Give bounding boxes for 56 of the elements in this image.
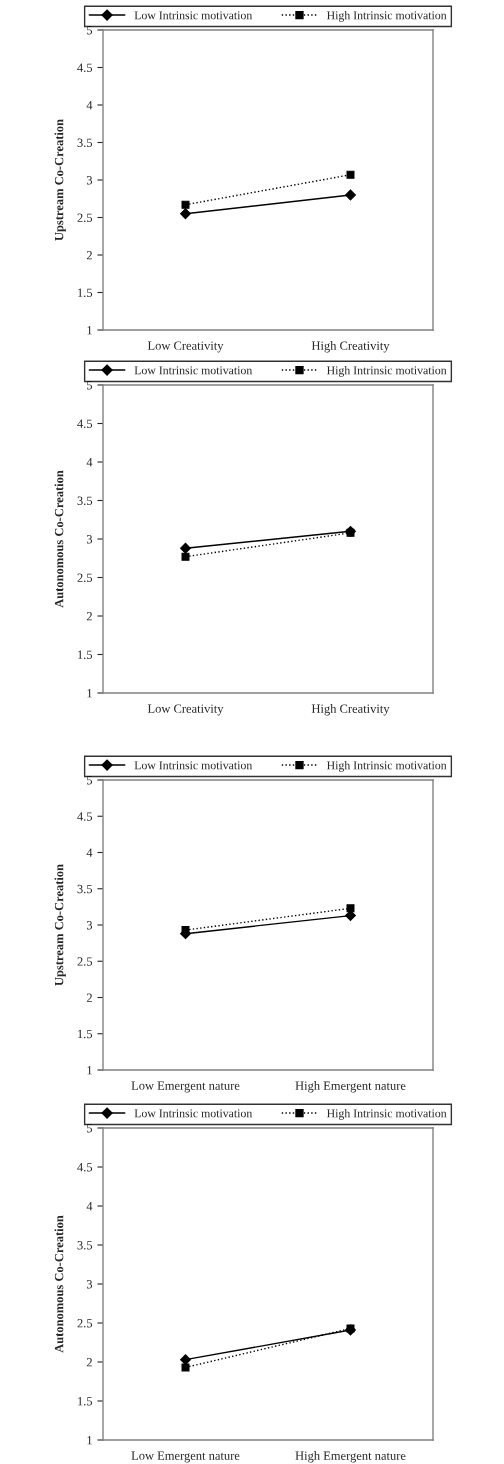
y-tick-label: 1 bbox=[87, 689, 92, 698]
y-tick-label: 3 bbox=[86, 921, 93, 930]
y-tick-label: 2.5 bbox=[77, 1319, 93, 1328]
y-tick-label: 5 bbox=[87, 776, 93, 785]
y-tick-label: 5 bbox=[87, 381, 93, 390]
x-tick-label: Low Emergent nature bbox=[131, 1451, 240, 1463]
y-tick-label: 2 bbox=[86, 1358, 92, 1367]
y-tick-label: 2 bbox=[86, 993, 92, 1002]
y-tick-label: 3 bbox=[86, 1280, 93, 1289]
y-tick-label: 3 bbox=[86, 176, 93, 185]
y-tick-label: 4 bbox=[86, 101, 93, 110]
y-tick-label: 3 bbox=[86, 535, 93, 544]
y-tick-label: 1 bbox=[87, 1066, 92, 1075]
y-tick-label: 4.5 bbox=[77, 812, 93, 821]
y-tick-label: 1.5 bbox=[78, 288, 93, 298]
y-tick-label: 3.5 bbox=[77, 496, 93, 506]
y-tick-label: 1 bbox=[87, 326, 92, 335]
y-axis-title: Autonomous Co-Creation bbox=[54, 470, 64, 608]
x-tick-label: Low Creativity bbox=[147, 341, 224, 353]
x-tick-label: High Emergent nature bbox=[295, 1081, 406, 1093]
x-tick-label: High Creativity bbox=[311, 704, 390, 716]
y-tick-label: 1.5 bbox=[78, 1397, 93, 1406]
legend-label: Low Intrinsic motivation bbox=[134, 11, 253, 20]
legend-label: High Intrinsic motivation bbox=[326, 366, 447, 377]
y-tick-label: 4.5 bbox=[77, 1163, 93, 1172]
y-axis-title: Upstream Co-Creation bbox=[54, 864, 66, 986]
legend-label: Low Intrinsic motivation bbox=[134, 1109, 253, 1118]
y-tick-label: 1.5 bbox=[78, 650, 93, 660]
legend-label: Low Intrinsic motivation bbox=[134, 366, 253, 375]
y-tick-label: 5 bbox=[87, 1124, 93, 1133]
x-tick-label: High Emergent nature bbox=[295, 1451, 406, 1463]
y-tick-label: 2 bbox=[86, 612, 92, 621]
y-tick-label: 3.5 bbox=[77, 138, 93, 148]
x-tick-label: Low Emergent nature bbox=[131, 1081, 240, 1093]
y-tick-label: 4 bbox=[86, 458, 93, 467]
y-tick-label: 4.5 bbox=[77, 419, 93, 429]
x-tick-label: Low Creativity bbox=[147, 704, 224, 716]
y-tick-label: 1 bbox=[87, 1436, 92, 1445]
y-tick-label: 3.5 bbox=[77, 884, 93, 894]
x-tick-label: High Creativity bbox=[311, 341, 390, 353]
y-tick-label: 2.5 bbox=[77, 213, 93, 223]
y-tick-label: 2.5 bbox=[77, 573, 93, 583]
legend-label: Low Intrinsic motivation bbox=[134, 761, 253, 770]
y-tick-label: 2.5 bbox=[77, 957, 93, 966]
legend-label: High Intrinsic motivation bbox=[326, 1109, 447, 1120]
legend-label: High Intrinsic motivation bbox=[326, 761, 447, 772]
y-axis-title: Autonomous Co-Creation bbox=[54, 1215, 64, 1353]
y-tick-label: 3.5 bbox=[77, 1241, 93, 1250]
y-axis-title: Upstream Co-Creation bbox=[54, 119, 66, 241]
y-tick-label: 1.5 bbox=[78, 1029, 93, 1039]
y-tick-label: 4 bbox=[86, 1202, 93, 1211]
y-tick-label: 5 bbox=[87, 26, 93, 35]
y-tick-label: 4 bbox=[86, 848, 93, 857]
y-tick-label: 2 bbox=[86, 251, 92, 260]
legend-label: High Intrinsic motivation bbox=[326, 11, 447, 22]
y-tick-label: 4.5 bbox=[77, 63, 93, 73]
